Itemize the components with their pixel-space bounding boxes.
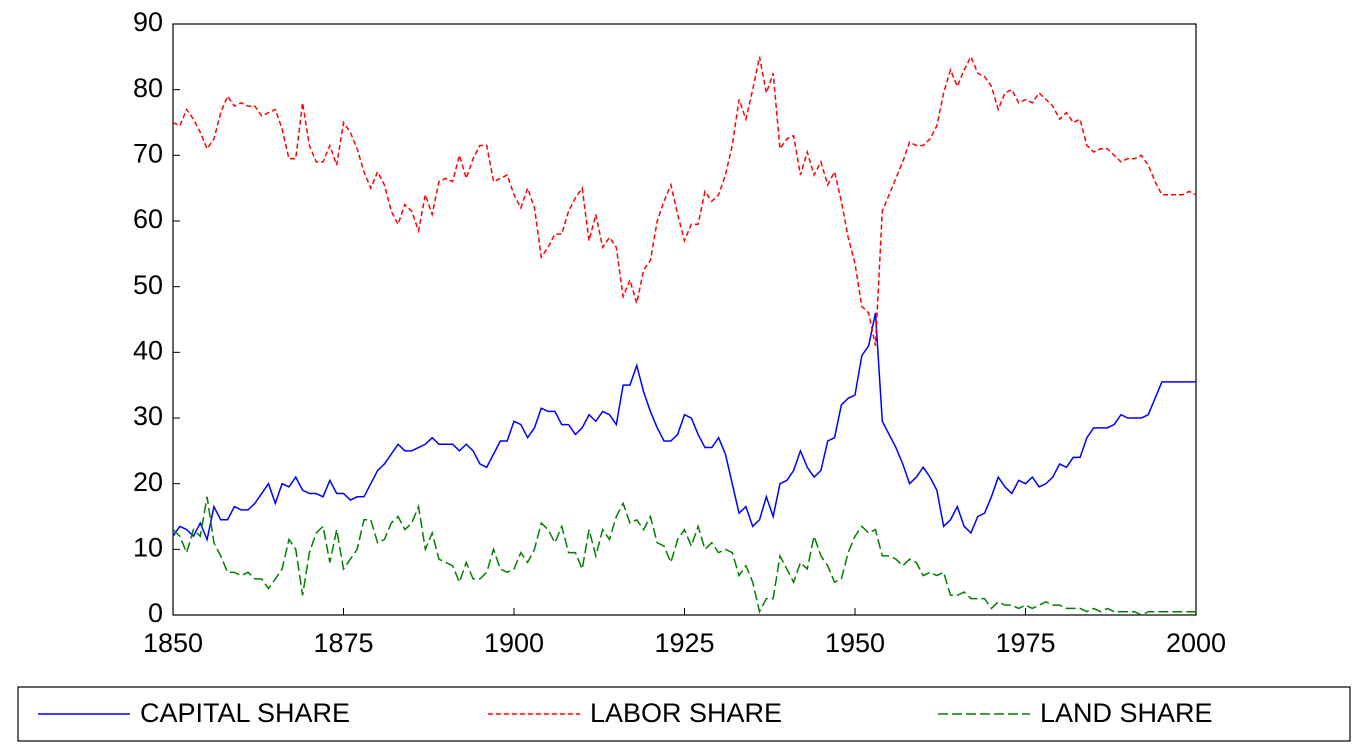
x-tick-label: 1925 [654,628,714,658]
legend-box [17,686,1351,742]
series-line [172,312,1196,543]
x-tick-label: 1950 [825,628,885,658]
y-tick-label: 70 [133,138,163,168]
y-tick-label: 50 [133,270,163,300]
y-tick-label: 40 [133,335,163,365]
y-tick-label: 30 [133,401,163,431]
series-line [172,496,1196,616]
y-tick-label: 90 [133,7,163,37]
y-tick-label: 80 [133,73,163,103]
y-tick-label: 0 [148,598,163,628]
series-line [172,55,1197,346]
legend-label: LAND SHARE [1040,698,1213,728]
legend-label: LABOR SHARE [590,698,782,728]
plot-frame [172,23,1197,616]
x-tick-label: 1900 [484,628,544,658]
x-tick-label: 1875 [313,628,373,658]
y-tick-label: 10 [133,532,163,562]
y-tick-label: 20 [133,467,163,497]
x-tick-label: 1850 [143,628,203,658]
y-tick-label: 60 [133,204,163,234]
x-tick-label: 1975 [995,628,1055,658]
legend-label: CAPITAL SHARE [140,698,350,728]
x-tick-label: 2000 [1166,628,1226,658]
